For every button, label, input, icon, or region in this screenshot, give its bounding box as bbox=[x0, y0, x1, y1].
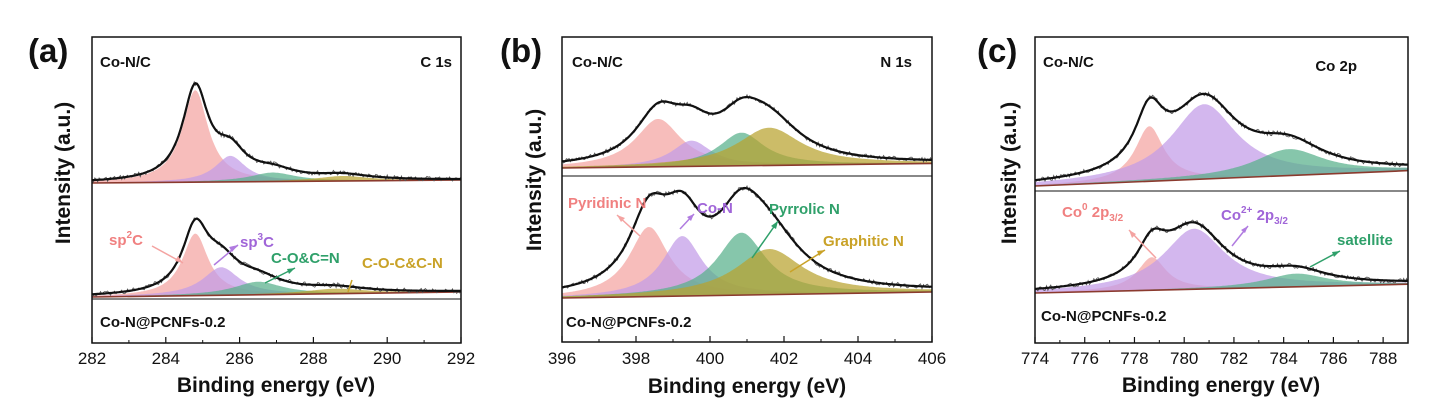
peak-co-n-top bbox=[562, 140, 932, 168]
panel-a-y-axis-title: Intensity (a.u.) bbox=[52, 102, 75, 244]
baseline-bottom bbox=[561, 291, 933, 299]
x-tick-label-780: 780 bbox=[1170, 349, 1198, 368]
x-tick-label-292: 292 bbox=[447, 349, 475, 368]
panel-a-letter: (a) bbox=[28, 32, 68, 69]
fit-envelope-bottom bbox=[561, 186, 933, 289]
x-tick-label-396: 396 bbox=[548, 349, 576, 368]
peak-co2-2p3-2-top bbox=[1035, 104, 1408, 186]
panel-c-x-axis-title: Binding energy (eV) bbox=[1122, 374, 1320, 397]
x-tick-label-286: 286 bbox=[225, 349, 253, 368]
x-tick-label-782: 782 bbox=[1220, 349, 1248, 368]
annotation-sp3c: sp3C bbox=[240, 232, 274, 251]
x-tick-label-282: 282 bbox=[78, 349, 106, 368]
panel-c-letter: (c) bbox=[977, 32, 1017, 69]
peak-sp2c-bottom bbox=[92, 233, 461, 297]
baseline-top bbox=[561, 162, 933, 169]
annotation-pyridinic-n: Pyridinic N bbox=[568, 195, 646, 212]
panel-a-region-label: C 1s bbox=[420, 54, 452, 71]
panel-a-frame bbox=[91, 36, 462, 344]
annotation-arrowhead-co-n bbox=[687, 214, 694, 221]
x-tick-label-776: 776 bbox=[1071, 349, 1099, 368]
panel-c-top-sample-label: Co-N/C bbox=[1043, 54, 1094, 71]
fit-envelope-top bbox=[1034, 92, 1409, 182]
raw-spectrum-top bbox=[91, 80, 462, 183]
x-tick-label-402: 402 bbox=[770, 349, 798, 368]
peak-c-o-c-c-n-top bbox=[92, 176, 461, 183]
peak-graphitic-n-bottom bbox=[562, 249, 932, 298]
x-tick-label-400: 400 bbox=[696, 349, 724, 368]
annotation-arrowhead-co-cn bbox=[287, 268, 295, 274]
peak-c-o-c-c-n-bottom bbox=[92, 288, 461, 297]
x-tick-label-288: 288 bbox=[299, 349, 327, 368]
annotation-coc-cn: C-O-C&C-N bbox=[362, 255, 443, 272]
x-tick-label-788: 788 bbox=[1369, 349, 1397, 368]
panel-a-top-sample-label: Co-N/C bbox=[100, 54, 151, 71]
panel-c: (c) Intensity (a.u.) Co-N/C Co 2p Co-N@P… bbox=[977, 32, 1409, 397]
panel-c-region-label: Co 2p bbox=[1315, 58, 1357, 75]
panel-b-x-ticks: 396 398 400 402 404 406 bbox=[548, 336, 946, 368]
annotation-arrowhead-pyrrolic-n bbox=[771, 221, 778, 229]
annotation-co-n: Co-N bbox=[697, 200, 733, 217]
panel-b-y-axis-title: Intensity (a.u.) bbox=[523, 109, 546, 251]
panel-a-x-ticks: 282 284 286 288 290 292 bbox=[78, 337, 475, 368]
panel-c-bottom-sample-label: Co-N@PCNFs-0.2 bbox=[1041, 308, 1166, 325]
fit-envelope-bottom bbox=[1034, 221, 1408, 290]
annotation-sp2c: sp2C bbox=[109, 230, 143, 249]
annotation-arrowhead-sp2c bbox=[175, 256, 183, 263]
panel-b-region-label: N 1s bbox=[880, 54, 912, 71]
x-tick-label-290: 290 bbox=[373, 349, 401, 368]
peak-co2-2p3-2-bottom bbox=[1035, 228, 1408, 293]
peak-satellite-top bbox=[1035, 149, 1408, 186]
annotation-arrowhead-satellite bbox=[1332, 251, 1340, 257]
panel-a-plot-area bbox=[91, 80, 462, 298]
peak-sp2c-top bbox=[92, 90, 461, 183]
baseline-top bbox=[91, 179, 462, 184]
panel-a-bottom-sample-label: Co-N@PCNFs-0.2 bbox=[100, 314, 225, 331]
baseline-bottom bbox=[1034, 283, 1409, 294]
panel-a: (a) Intensity (a.u.) Co-N/C C 1s Co-N@PC… bbox=[28, 32, 475, 397]
annotation-arrowhead-graphitic-n bbox=[817, 250, 825, 256]
annotation-arrowhead-co0-2p32 bbox=[1129, 230, 1136, 238]
annotation-satellite: satellite bbox=[1337, 232, 1393, 249]
panel-c-plot-area bbox=[1034, 91, 1409, 294]
x-tick-label-284: 284 bbox=[152, 349, 180, 368]
annotation-graphitic-n: Graphitic N bbox=[823, 233, 904, 250]
panel-a-x-axis-title: Binding energy (eV) bbox=[177, 374, 375, 397]
annotation-pyrrolic-n: Pyrrolic N bbox=[769, 201, 840, 218]
peak-satellite-bottom bbox=[1035, 273, 1408, 293]
peak-co-n-bottom bbox=[562, 236, 932, 298]
annotation-arrowhead-pyridinic-n bbox=[617, 215, 625, 222]
x-tick-label-404: 404 bbox=[844, 349, 872, 368]
baseline-bottom bbox=[91, 291, 462, 298]
annotation-co2p-2p32: Co2+ 2p3/2 bbox=[1221, 205, 1288, 227]
x-tick-label-778: 778 bbox=[1120, 349, 1148, 368]
panel-c-frame bbox=[1034, 36, 1409, 344]
annotation-co-cn: C-O&C=N bbox=[271, 250, 340, 267]
panel-b-x-axis-title: Binding energy (eV) bbox=[648, 375, 846, 398]
x-tick-label-784: 784 bbox=[1269, 349, 1297, 368]
annotation-arrowhead-co2p-2p32 bbox=[1241, 226, 1248, 233]
x-tick-label-398: 398 bbox=[622, 349, 650, 368]
baseline-top bbox=[1034, 169, 1409, 187]
panel-b-plot-area bbox=[561, 93, 933, 299]
panel-c-y-axis-title: Intensity (a.u.) bbox=[998, 102, 1021, 244]
panel-b-letter: (b) bbox=[500, 32, 542, 69]
peak-sp3c-bottom bbox=[92, 267, 461, 297]
annotation-arrowhead-sp3c bbox=[229, 245, 238, 252]
fit-envelope-top bbox=[91, 81, 461, 182]
peak-pyridinic-n-top bbox=[562, 119, 932, 168]
panel-b: (b) Intensity (a.u.) Co-N/C N 1s Co-N@PC… bbox=[500, 32, 946, 398]
panel-b-top-sample-label: Co-N/C bbox=[572, 54, 623, 71]
x-tick-label-774: 774 bbox=[1021, 349, 1049, 368]
annotation-co0-2p32: Co0 2p3/2 bbox=[1062, 202, 1124, 224]
annotation-arrow-coc-cn bbox=[347, 279, 353, 293]
fit-envelope-top bbox=[561, 96, 932, 163]
panel-c-x-ticks: 774 776 778 780 782 784 786 788 bbox=[1021, 337, 1397, 368]
x-tick-label-406: 406 bbox=[918, 349, 946, 368]
x-tick-label-786: 786 bbox=[1319, 349, 1347, 368]
panel-b-bottom-sample-label: Co-N@PCNFs-0.2 bbox=[566, 314, 691, 331]
peak-graphitic-n-top bbox=[562, 127, 932, 168]
